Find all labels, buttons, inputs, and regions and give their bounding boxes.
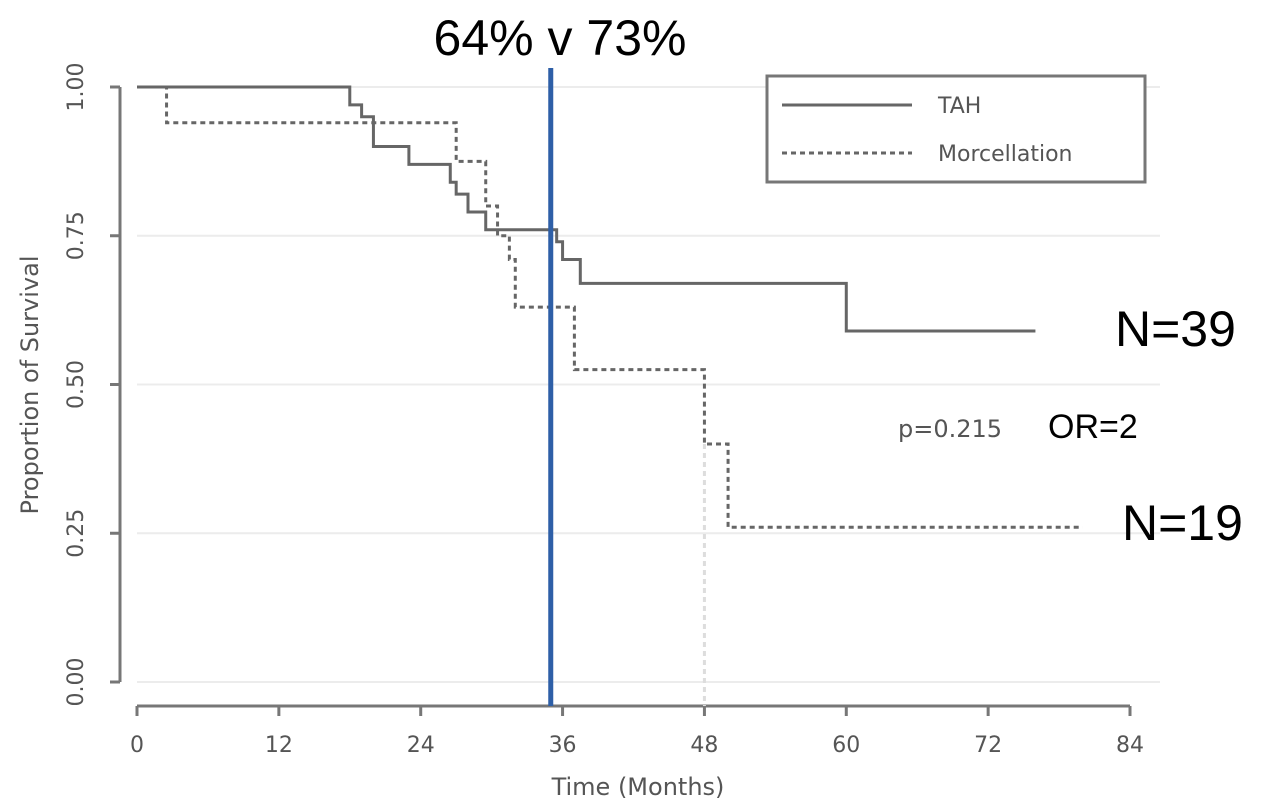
- x-tick-label: 84: [1116, 733, 1144, 758]
- y-axis-title: Proportion of Survival: [16, 256, 44, 515]
- legend-label-tah: TAH: [937, 94, 981, 119]
- x-tick-label: 24: [407, 733, 435, 758]
- y-ticks: 0.00 0.25 0.50 0.75 1.00: [64, 63, 120, 707]
- p-value-annotation: p=0.215: [898, 415, 1002, 443]
- series-group: [137, 85, 1083, 706]
- series-line-morcellation: [137, 85, 1083, 529]
- x-tick-label: 60: [832, 733, 860, 758]
- chart-title: 64% v 73%: [434, 10, 687, 66]
- end-label-tah: N=39: [1115, 301, 1236, 357]
- legend-box: [765, 74, 1147, 184]
- x-ticks: 0 12 24 36 48 60 72 84: [130, 706, 1144, 758]
- y-tick-label: 0.50: [64, 360, 89, 409]
- legend-label-morcellation: Morcellation: [938, 142, 1072, 167]
- y-tick-label: 0.25: [64, 509, 89, 558]
- x-tick-label: 72: [974, 733, 1002, 758]
- x-axis-title: Time (Months): [551, 773, 725, 801]
- y-tick-label: 1.00: [64, 63, 89, 112]
- x-tick-label: 48: [690, 733, 718, 758]
- x-tick-label: 36: [549, 733, 577, 758]
- y-tick-label: 0.00: [64, 658, 89, 707]
- end-label-morcellation: N=19: [1122, 495, 1243, 551]
- or-annotation: OR=2: [1048, 408, 1138, 446]
- legend: TAH Morcellation: [765, 74, 1147, 184]
- x-tick-label: 12: [265, 733, 293, 758]
- y-tick-label: 0.75: [64, 211, 89, 260]
- x-tick-label: 0: [130, 733, 144, 758]
- series-line-tah: [137, 85, 1036, 333]
